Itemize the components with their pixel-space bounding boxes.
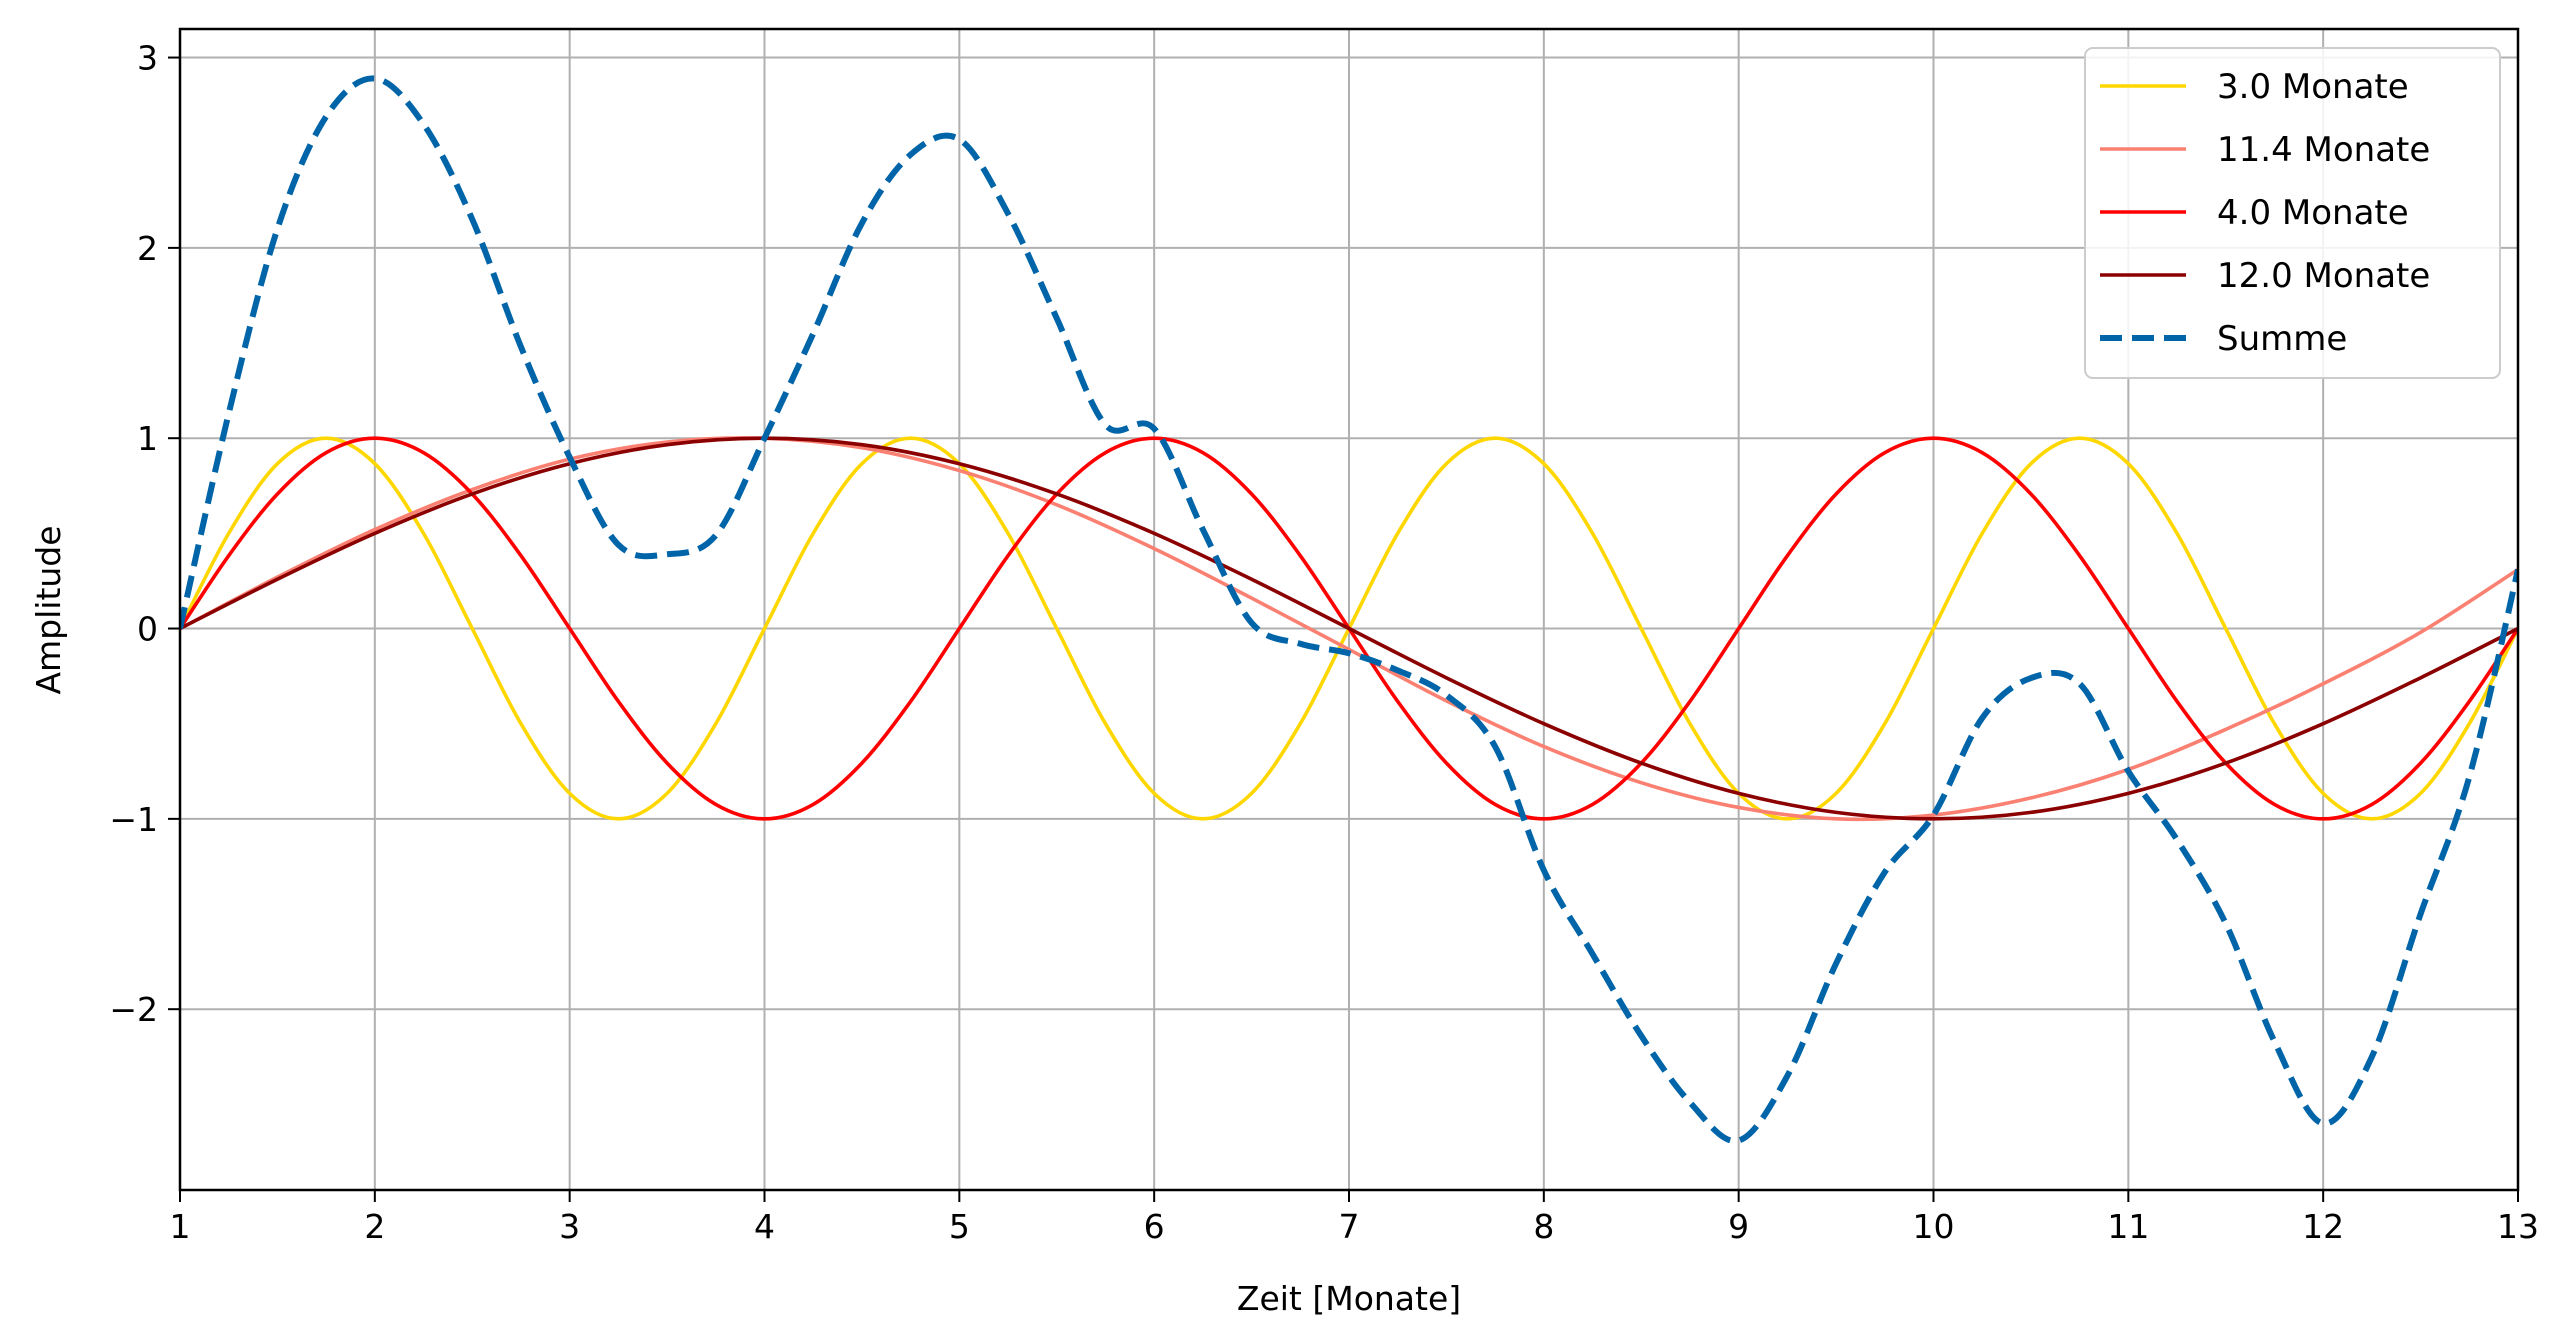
legend: 3.0 Monate 11.4 Monate 4.0 Monate 12.0 Mona…: [2084, 47, 2501, 379]
x-tick-label-10: 11: [2107, 1207, 2149, 1246]
x-tick-label-2: 3: [559, 1207, 580, 1246]
x-tick-label-6: 7: [1339, 1207, 1360, 1246]
legend-label-4: Summe: [2217, 319, 2347, 359]
series-line-3: [180, 436, 2518, 821]
x-axis-label: Zeit [Monate]: [1237, 1279, 1461, 1318]
legend-label-1: 11.4 Monate: [2217, 130, 2430, 170]
y-tick-label-4: 2: [137, 229, 158, 268]
x-tick-label-7: 8: [1533, 1207, 1554, 1246]
x-tick-label-8: 9: [1728, 1207, 1749, 1246]
x-tick-label-0: 1: [170, 1207, 191, 1246]
legend-box: [2084, 47, 2501, 379]
x-tick-label-9: 10: [1913, 1207, 1955, 1246]
legend-label-3: 12.0 Monate: [2217, 256, 2430, 296]
legend-label-0: 3.0 Monate: [2217, 67, 2409, 107]
series-line-4: [180, 75, 2518, 1144]
legend-label-2: 4.0 Monate: [2217, 193, 2409, 233]
y-axis-label: Amplitude: [29, 525, 68, 694]
y-tick-label-2: 0: [137, 610, 158, 649]
x-tick-label-1: 2: [364, 1207, 385, 1246]
y-tick-label-0: −2: [109, 990, 158, 1029]
series-group: [180, 75, 2518, 1144]
x-tick-label-12: 13: [2497, 1207, 2539, 1246]
x-tick-label-11: 12: [2302, 1207, 2344, 1246]
y-tick-label-3: 1: [137, 419, 158, 458]
y-tick-label-5: 3: [137, 39, 158, 78]
x-tick-label-4: 5: [949, 1207, 970, 1246]
y-tick-label-1: −1: [109, 800, 158, 839]
x-tick-label-5: 6: [1144, 1207, 1165, 1246]
x-tick-label-3: 4: [754, 1207, 775, 1246]
